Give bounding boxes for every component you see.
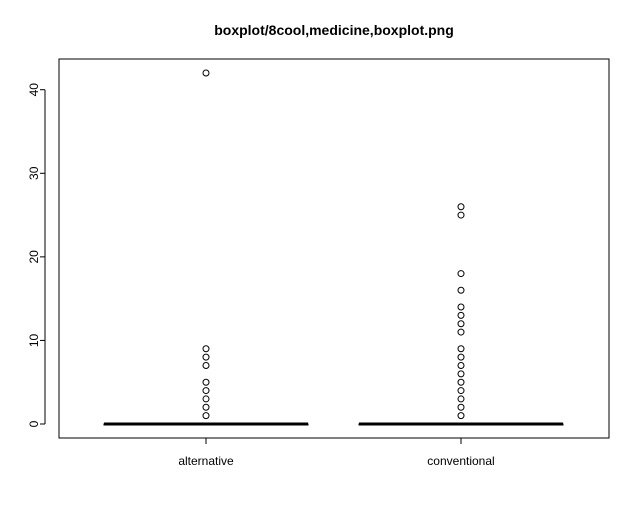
outlier-point xyxy=(457,362,465,369)
outlier-point xyxy=(202,412,210,420)
outlier-point xyxy=(457,395,465,403)
outlier-point xyxy=(457,345,465,353)
boxplot-conventional xyxy=(358,203,564,426)
x-tick-label: conventional xyxy=(427,454,494,468)
y-tick-label: 40 xyxy=(27,83,41,97)
x-axis: alternative conventional xyxy=(178,437,495,468)
outlier-point xyxy=(202,395,210,403)
y-tick-label: 20 xyxy=(27,250,41,264)
outlier-point xyxy=(457,320,465,328)
outlier-point xyxy=(202,345,210,353)
y-tick-label: 0 xyxy=(27,420,41,427)
outlier-point xyxy=(457,387,465,395)
outlier-point xyxy=(457,403,465,411)
boxplot-series xyxy=(103,69,564,426)
outlier-point xyxy=(457,211,465,219)
y-axis: 0 10 20 30 40 xyxy=(27,83,46,427)
outlier-point xyxy=(457,311,465,319)
outlier-point xyxy=(457,203,465,211)
outlier-point xyxy=(457,328,465,336)
outlier-point xyxy=(202,69,210,77)
y-tick-label: 30 xyxy=(27,166,41,180)
plot-border xyxy=(58,58,610,439)
outlier-point xyxy=(457,353,465,361)
outlier-point xyxy=(457,378,465,386)
outlier-point xyxy=(202,403,210,411)
outlier-point xyxy=(202,387,210,395)
x-tick-label: alternative xyxy=(178,454,234,468)
chart-title: boxplot/8cool,medicine,boxplot.png xyxy=(214,22,454,38)
outlier-point xyxy=(457,270,465,278)
boxplot-alternative xyxy=(103,69,309,426)
outlier-point xyxy=(457,286,465,294)
outlier-point xyxy=(457,303,465,311)
outlier-point xyxy=(457,412,465,420)
outlier-point xyxy=(202,378,210,386)
y-tick-label: 10 xyxy=(27,333,41,347)
outlier-point xyxy=(202,362,210,369)
outlier-point xyxy=(202,353,210,361)
outlier-point xyxy=(457,370,465,378)
